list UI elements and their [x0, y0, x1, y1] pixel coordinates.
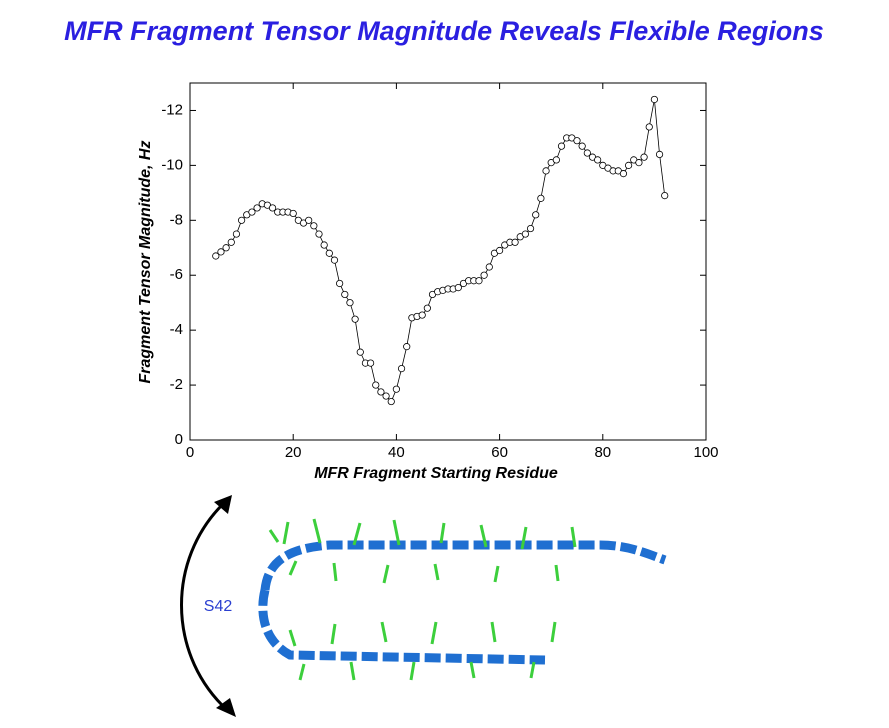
data-point	[619, 170, 628, 178]
y-tick-label: -8	[170, 211, 183, 228]
side-chains	[268, 518, 577, 681]
data-point	[526, 224, 535, 233]
data-point	[341, 290, 349, 299]
data-point	[557, 142, 566, 150]
molecule-illustration	[180, 495, 667, 717]
data-point	[320, 241, 328, 249]
data-point	[397, 364, 406, 373]
arrow-head	[214, 495, 232, 514]
data-point	[418, 311, 426, 319]
data-point	[392, 385, 400, 393]
x-tick-label: 80	[594, 444, 611, 461]
data-point	[227, 238, 235, 246]
data-point	[268, 204, 277, 212]
data-point	[232, 230, 241, 238]
y-tick-label: -4	[170, 321, 183, 338]
flex-arrow	[180, 503, 224, 707]
data-point	[485, 263, 493, 271]
data-point	[377, 388, 385, 396]
data-point	[583, 149, 591, 157]
data-point	[423, 304, 431, 312]
data-point	[289, 209, 297, 218]
data-point	[310, 222, 318, 230]
data-point	[645, 123, 653, 131]
data-point	[346, 299, 354, 307]
data-point	[387, 397, 395, 406]
data-point	[248, 208, 256, 216]
data-point	[217, 248, 225, 256]
data-point	[640, 153, 648, 161]
data-point	[661, 191, 669, 200]
data-point	[212, 252, 220, 260]
data-point	[366, 359, 375, 367]
x-tick-label: 20	[285, 444, 302, 461]
y-tick-label: -12	[161, 101, 183, 118]
x-tick-label: 0	[186, 444, 194, 461]
data-point	[403, 343, 411, 351]
y-tick-label: 0	[175, 431, 183, 448]
data-point	[382, 392, 390, 400]
data-point	[480, 271, 488, 279]
data-point	[511, 238, 519, 246]
data-point	[372, 381, 380, 389]
data-point	[315, 230, 323, 238]
data-point	[532, 211, 540, 219]
data-point	[356, 348, 364, 356]
plot-frame	[189, 82, 707, 441]
data-point	[253, 204, 261, 212]
data-point	[495, 246, 504, 255]
arrow-head	[216, 698, 236, 717]
data-point	[330, 256, 339, 264]
data-point	[594, 156, 602, 164]
data-point	[222, 244, 230, 252]
data-point	[635, 159, 643, 167]
data-point	[238, 216, 246, 224]
data-point	[454, 283, 462, 292]
y-tick-label: -6	[170, 266, 183, 283]
x-tick-label: 60	[491, 444, 508, 461]
upper-helix	[260, 540, 667, 591]
slide-title: MFR Fragment Tensor Magnitude Reveals Fl…	[64, 16, 824, 46]
data-point	[475, 277, 483, 285]
y-tick-label: -2	[170, 376, 183, 393]
data-point	[573, 137, 581, 145]
x-axis-label: MFR Fragment Starting Residue	[314, 465, 558, 482]
data-point	[521, 230, 530, 238]
data-point	[305, 216, 313, 224]
data-point	[325, 249, 333, 257]
y-axis-label: Fragment Tensor Magnitude, Hz	[137, 141, 154, 384]
residue-label: S42	[204, 598, 233, 615]
data-point	[578, 142, 586, 150]
data-point	[542, 167, 550, 175]
data-point	[624, 161, 633, 169]
data-point	[336, 279, 344, 288]
y-tick-label: -10	[161, 156, 183, 173]
x-tick-label: 40	[388, 444, 405, 461]
data-point	[655, 150, 664, 158]
data-point	[537, 194, 545, 202]
data-point	[552, 156, 560, 164]
data-point	[351, 315, 359, 323]
data-point	[650, 95, 659, 104]
lower-helix	[258, 588, 546, 665]
data-line	[215, 99, 666, 403]
x-tick-label: 100	[693, 444, 718, 461]
